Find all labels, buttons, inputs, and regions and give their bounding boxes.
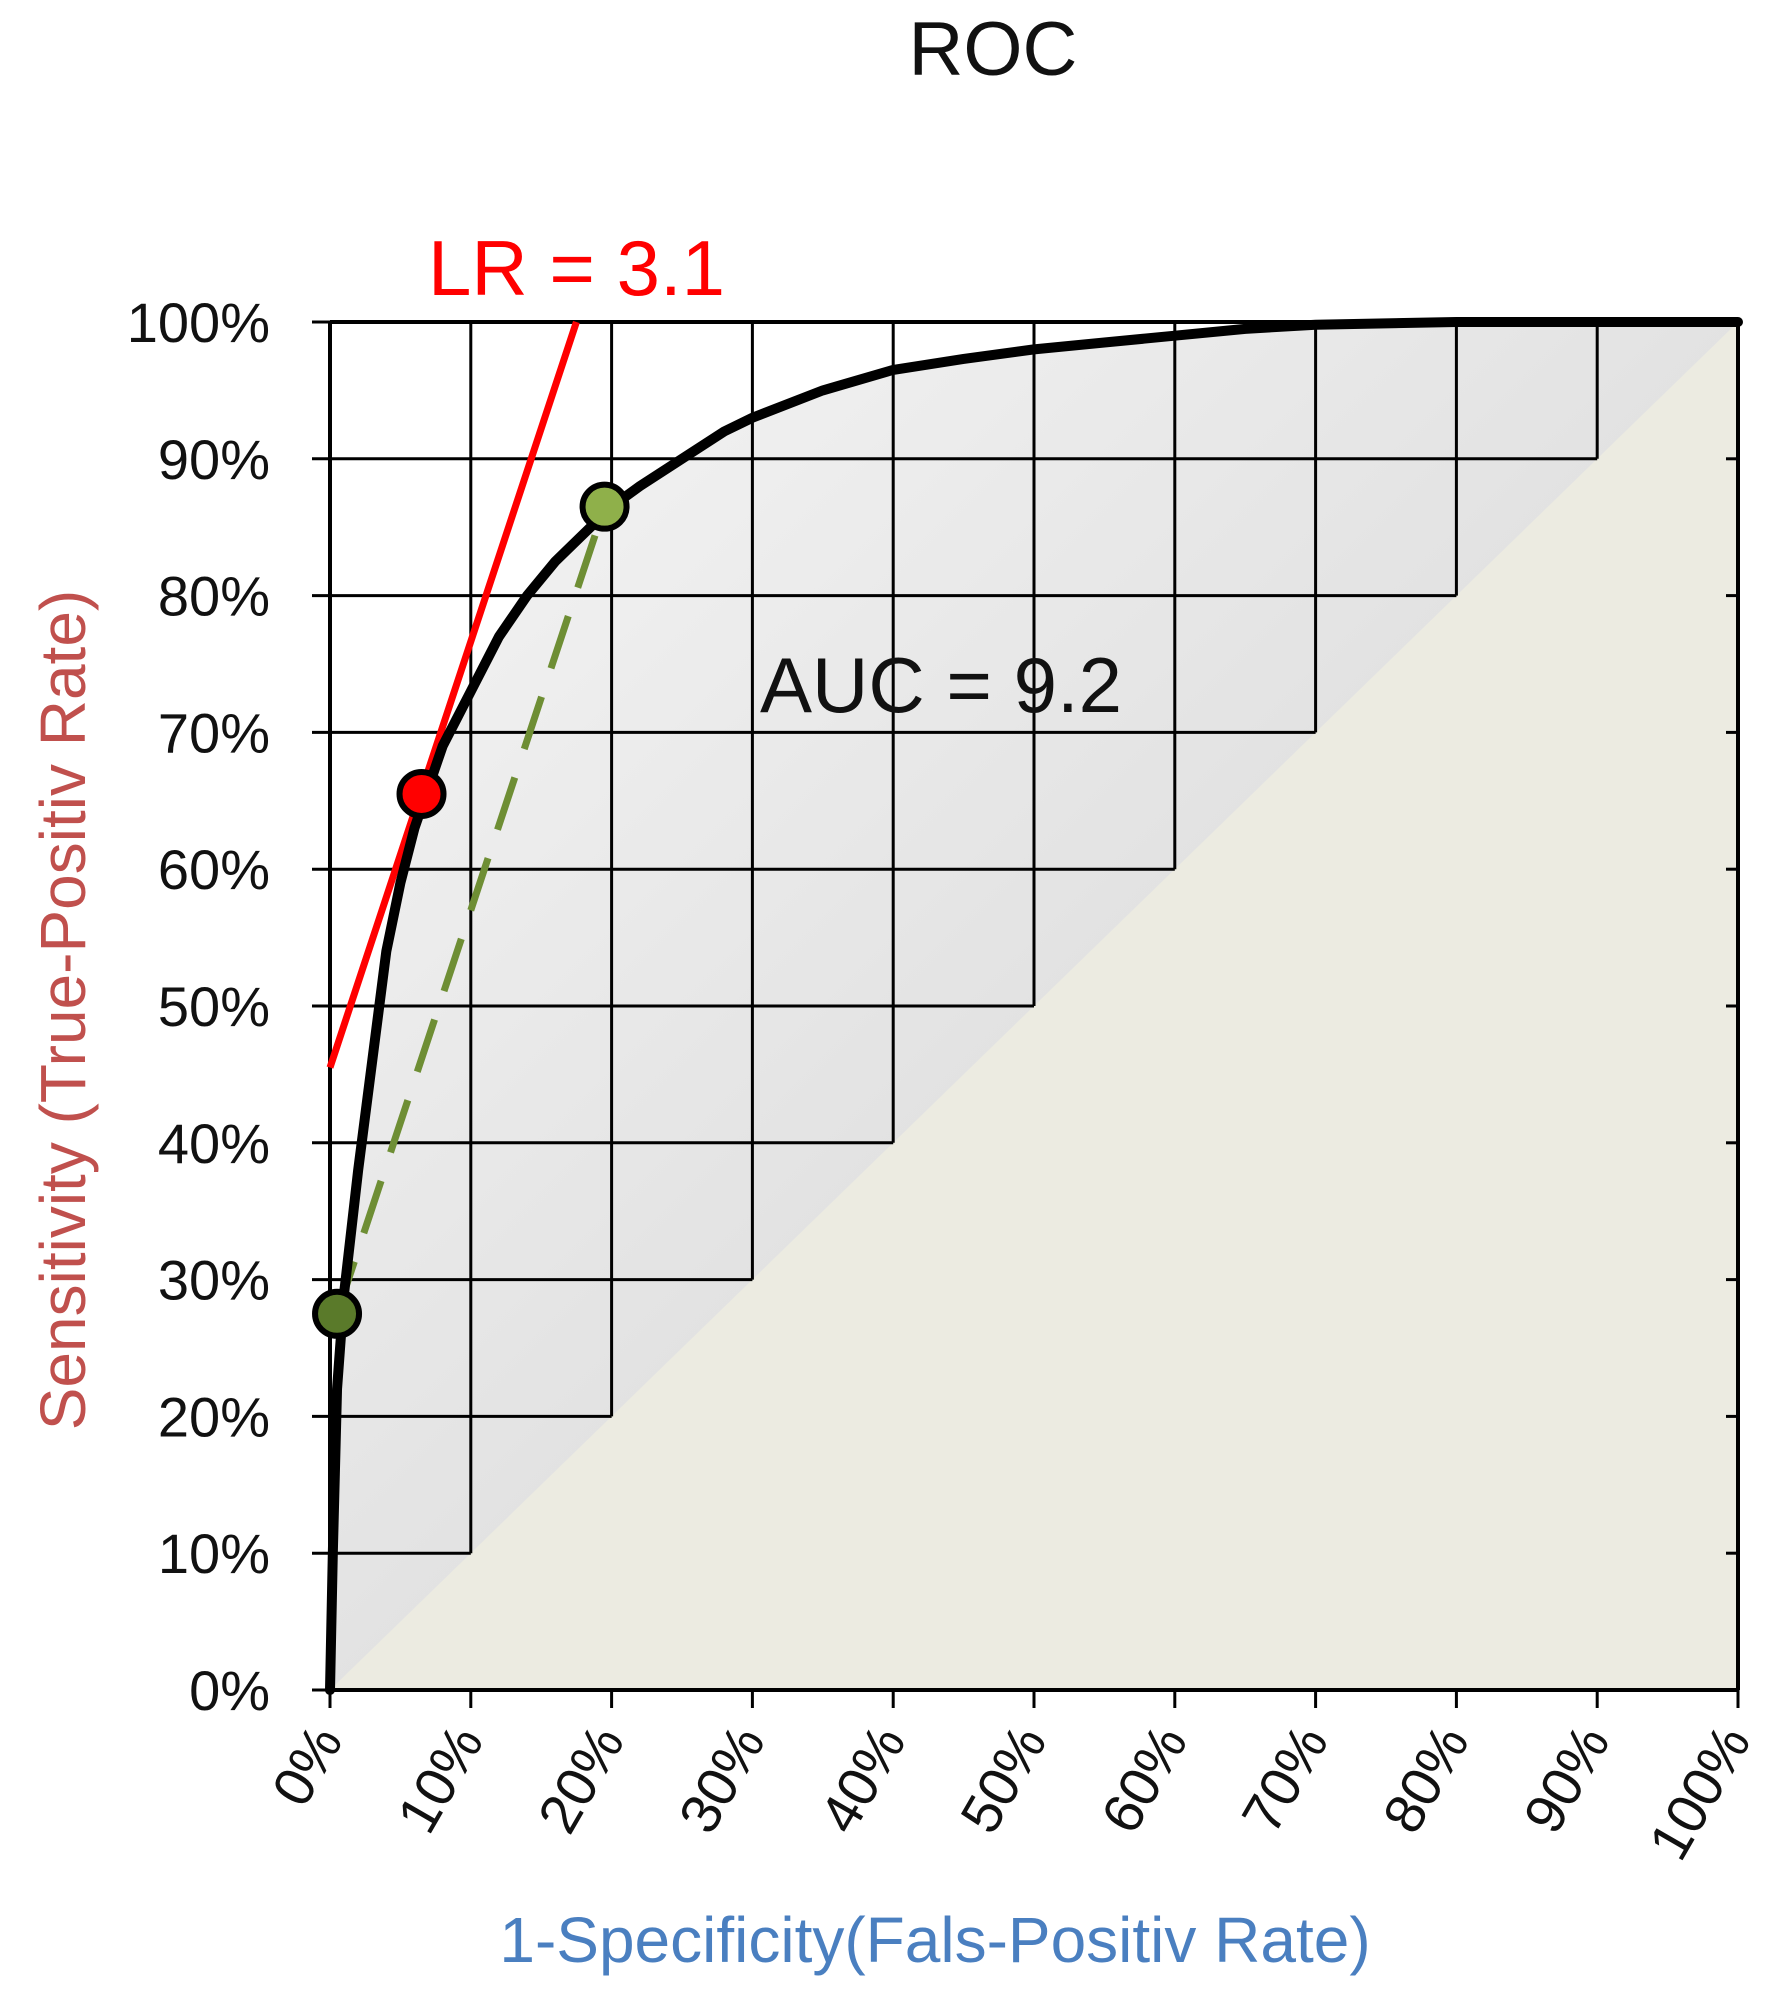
y-tick-label: 50%: [158, 975, 270, 1038]
roc-point: [312, 1288, 363, 1339]
y-tick-label: 30%: [158, 1249, 270, 1312]
y-tick-label: 60%: [158, 838, 270, 901]
y-tick-label: 100%: [127, 291, 270, 354]
x-tick-label: 20%: [525, 1715, 636, 1844]
x-tick-label: 70%: [1229, 1715, 1340, 1844]
y-tick-label: 10%: [158, 1522, 270, 1585]
chart-title: ROC: [909, 7, 1078, 92]
x-tick-label: 80%: [1370, 1715, 1481, 1844]
y-tick-label: 40%: [158, 1112, 270, 1175]
x-axis-label: 1-Specificity(Fals-Positiv Rate): [499, 1904, 1370, 1976]
lr-annotation: LR = 3.1: [428, 224, 725, 312]
x-tick-label: 40%: [807, 1715, 918, 1844]
x-tick-label: 90%: [1511, 1715, 1622, 1844]
x-tick-label: 60%: [1089, 1715, 1200, 1844]
secant-line-dashed: [333, 505, 608, 1315]
y-tick-label: 70%: [158, 701, 270, 764]
y-tick-label: 80%: [158, 565, 270, 628]
roc-point: [396, 768, 447, 819]
auc-annotation: AUC = 9.2: [760, 641, 1122, 729]
roc-point: [579, 481, 630, 532]
x-tick-label: 0%: [259, 1715, 354, 1817]
x-tick-label: 100%: [1636, 1715, 1762, 1871]
tangent-line: [326, 320, 580, 1069]
x-tick-label: 50%: [948, 1715, 1059, 1844]
y-tick-label: 0%: [189, 1659, 270, 1722]
y-axis-label: Sensitivity (True-Positiv Rate): [27, 590, 99, 1431]
x-tick-label: 10%: [385, 1715, 496, 1844]
y-tick-label: 90%: [158, 428, 270, 491]
y-tick-label: 20%: [158, 1385, 270, 1448]
x-tick-label: 30%: [666, 1715, 777, 1844]
